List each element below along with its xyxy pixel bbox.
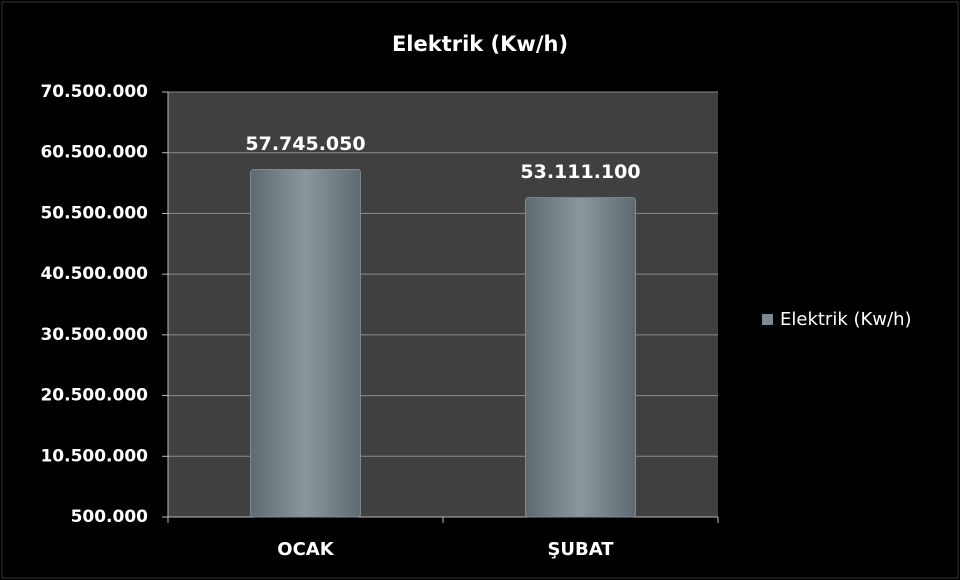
x-tick-label: OCAK: [277, 539, 334, 560]
bar: [525, 197, 636, 518]
data-label: 53.111.100: [520, 161, 640, 183]
y-tick-label: 10.500.000: [40, 446, 148, 466]
chart-title: Elektrik (Kw/h): [392, 32, 568, 56]
data-label: 57.745.050: [245, 133, 365, 155]
y-tick-label: 20.500.000: [40, 386, 148, 406]
bar: [250, 168, 361, 518]
y-tick-label: 500.000: [71, 507, 149, 527]
legend-label: Elektrik (Kw/h): [780, 309, 912, 330]
y-tick-label: 40.500.000: [40, 264, 148, 284]
legend-marker: [762, 314, 773, 325]
x-tick-label: ŞUBAT: [547, 539, 614, 560]
y-tick-label: 70.500.000: [40, 82, 148, 102]
y-tick-label: 30.500.000: [40, 325, 148, 345]
y-tick-label: 50.500.000: [40, 203, 148, 223]
y-tick-label: 60.500.000: [40, 143, 148, 163]
